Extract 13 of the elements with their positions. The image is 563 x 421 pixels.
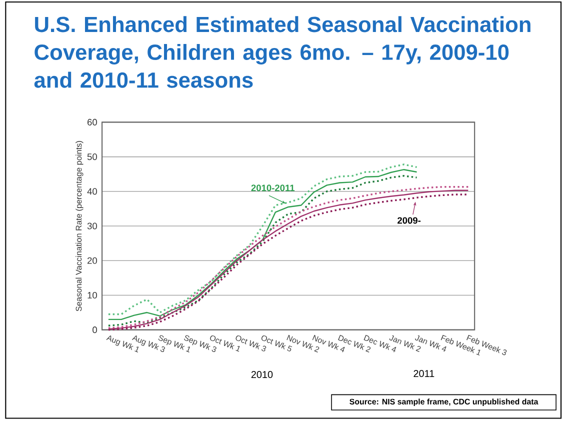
y-tick-label: 20 [88, 257, 97, 264]
legend-label: 2009- [398, 217, 421, 224]
y-tick-label: 60 [88, 118, 97, 126]
y-tick-label: 30 [87, 222, 97, 230]
y-tick-label: 0 [92, 326, 97, 333]
y-axis-title: Seasonal Vaccination Rate (percentage points) [76, 140, 84, 312]
series-label: 2010-2011 [251, 184, 295, 192]
text: 2010 [251, 370, 273, 378]
chart-title: U.S. Enhanced Estimated Seasonal Vaccination Coverage, Children ages 6mo. – 17y, 2009-10 and 2010-11 seasons [34, 16, 530, 88]
text: 2011 [414, 370, 434, 377]
y-tick-label: 40 [87, 188, 97, 195]
y-tick-label: 50 [87, 153, 97, 160]
y-tick-label: 10 [88, 292, 97, 298]
